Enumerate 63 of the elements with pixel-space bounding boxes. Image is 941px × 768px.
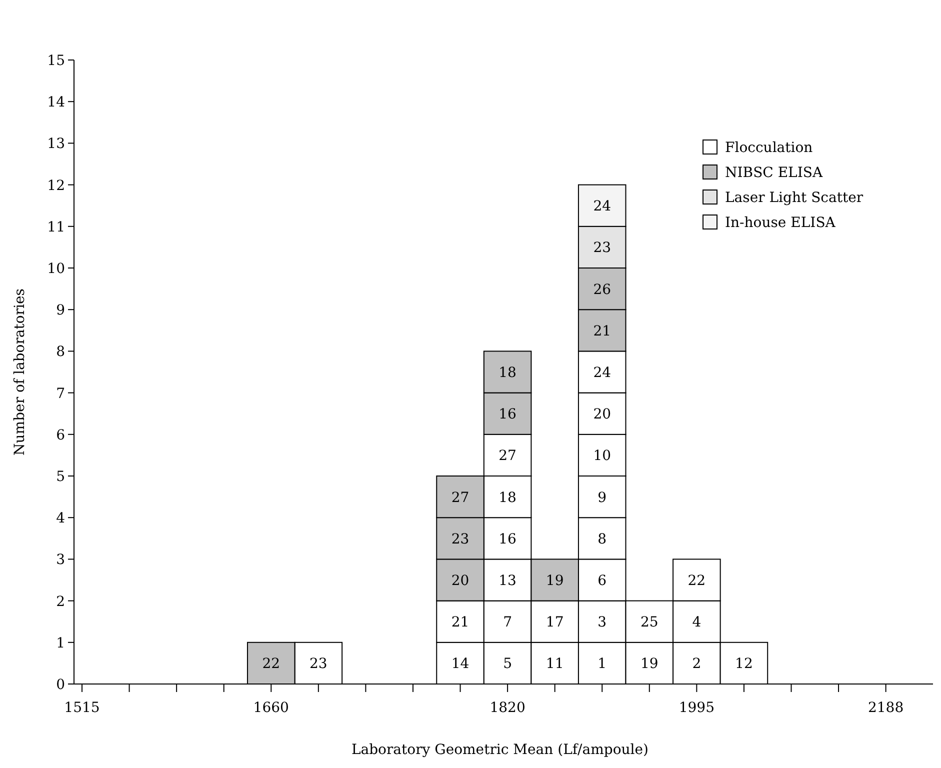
annotation: 23 (593, 240, 612, 256)
y-tick-label: 4 (56, 510, 66, 527)
annotation: 19 (640, 656, 658, 672)
annotation: 27 (451, 490, 470, 506)
annotation: 18 (498, 365, 516, 381)
annotation: 13 (498, 573, 516, 589)
y-tick-label: 8 (56, 344, 65, 360)
annotation: 17 (546, 614, 564, 631)
annotation: 20 (593, 406, 612, 423)
legend-label: NIBSC ELISA (725, 165, 824, 181)
annotation: 16 (498, 531, 517, 548)
y-tick-label: 2 (56, 594, 65, 610)
y-tick-label: 12 (47, 178, 65, 194)
annotation: 24 (593, 365, 612, 381)
x-tick-label: 1660 (253, 700, 289, 716)
annotation: 2 (692, 656, 702, 672)
annotation: 5 (503, 656, 512, 672)
annotation: 21 (451, 614, 470, 631)
y-tick-label: 0 (56, 677, 65, 693)
legend-label: In-house ELISA (725, 215, 836, 231)
y-tick-label: 7 (56, 386, 65, 402)
y-tick-label: 6 (56, 427, 66, 444)
annotation: 14 (451, 656, 470, 672)
annotation: 12 (735, 656, 753, 672)
x-axis-title: Laboratory Geometric Mean (Lf/ampoule) (351, 742, 649, 758)
y-tick-label: 1 (56, 635, 65, 652)
annotation: 26 (593, 282, 612, 298)
annotation: 25 (640, 614, 658, 631)
annotation: 6 (598, 573, 607, 589)
x-tick-label: 1820 (490, 700, 526, 716)
annotation: 20 (451, 573, 470, 589)
annotation: 21 (593, 323, 612, 340)
annotation: 8 (598, 531, 607, 548)
y-tick-label: 9 (56, 302, 65, 319)
y-axis-title: Number of laboratories (12, 288, 28, 456)
annotation: 22 (688, 573, 706, 589)
x-tick-label: 1515 (64, 700, 100, 716)
y-tick-label: 14 (47, 94, 66, 111)
annotation: 9 (598, 490, 607, 506)
y-tick-label: 15 (47, 53, 65, 69)
annotation: 4 (692, 614, 702, 631)
y-tick-label: 11 (47, 219, 65, 236)
annotation: 18 (498, 490, 516, 506)
annotation: 7 (503, 614, 512, 631)
x-tick-label: 1995 (678, 700, 714, 716)
legend-label: Laser Light Scatter (725, 190, 864, 206)
y-tick-label: 13 (47, 136, 65, 152)
annotation: 19 (546, 573, 564, 589)
annotation: 24 (593, 198, 612, 215)
y-tick-label: 3 (56, 552, 65, 568)
x-tick-label: 2188 (868, 700, 904, 716)
annotation: 10 (593, 448, 612, 464)
y-tick-label: 5 (56, 469, 65, 485)
y-tick-label: 10 (47, 261, 65, 277)
annotation: 23 (451, 531, 470, 548)
annotation: 22 (262, 656, 280, 672)
annotation: 16 (498, 406, 517, 423)
annotation: 3 (598, 614, 607, 631)
annotation: 23 (310, 656, 328, 672)
annotation: 11 (546, 656, 564, 672)
legend-label: Flocculation (725, 140, 813, 156)
annotation: 27 (498, 448, 516, 464)
annotation: 1 (598, 656, 607, 672)
